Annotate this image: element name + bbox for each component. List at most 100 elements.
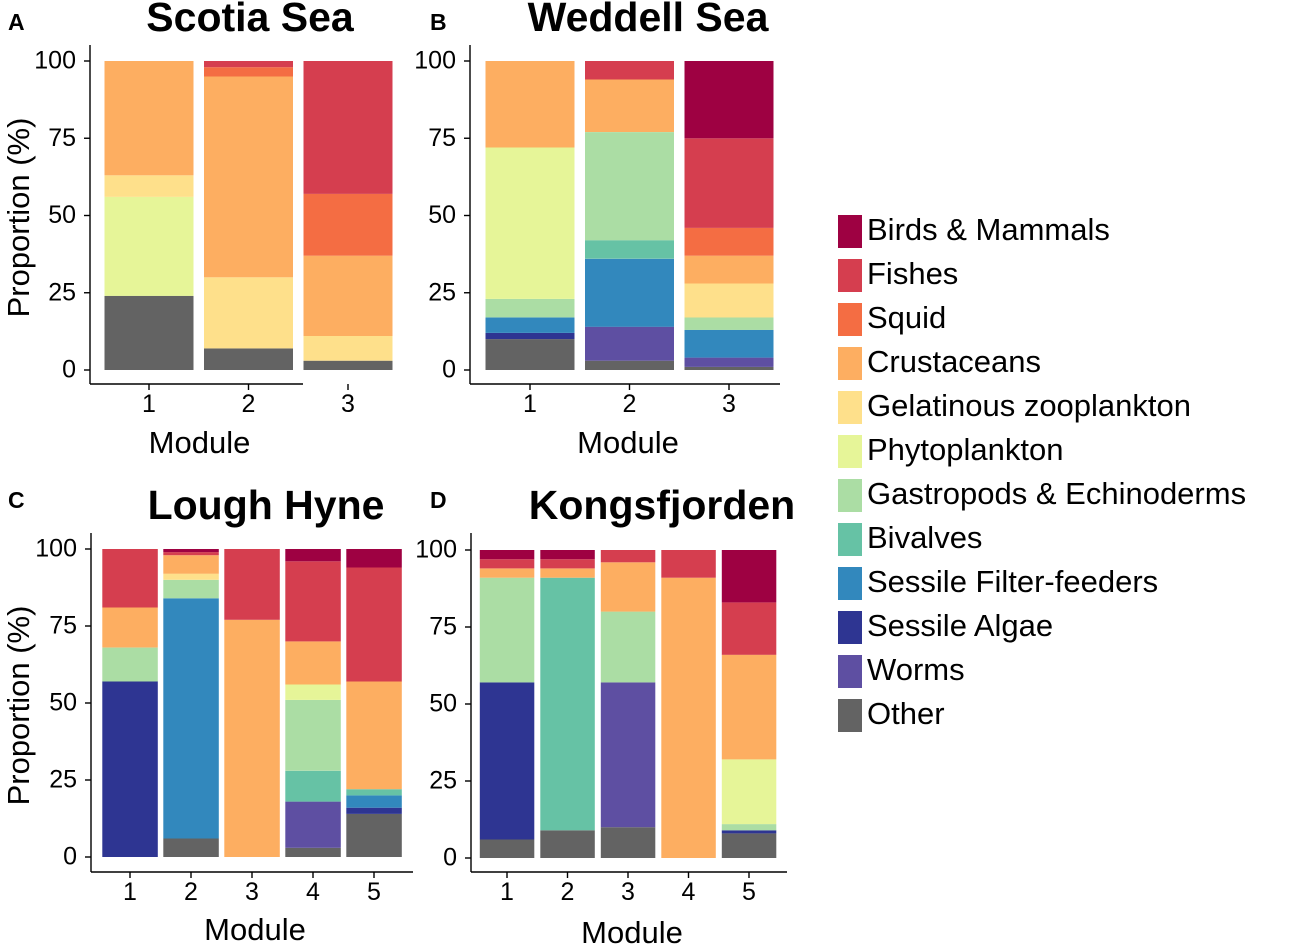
- legend-item-bivalves: Bivalves: [838, 520, 982, 556]
- chart-title: Kongsfjorden: [529, 482, 795, 528]
- bar-segment-gastropods-and-echinoderms-module-2: [163, 579, 219, 599]
- legend-item-birds-and-mammals: Birds & Mammals: [838, 212, 1110, 248]
- y-tick-label: 50: [48, 201, 76, 229]
- bar-segment-worms-module-3: [684, 357, 774, 367]
- legend-item-sessile-filter-feeders: Sessile Filter-feeders: [838, 564, 1158, 600]
- x-tick-label: 2: [184, 878, 198, 906]
- legend-swatch: [838, 655, 862, 688]
- legend: Birds & Mammals Fishes Squid Crustaceans Gel…: [838, 212, 1246, 732]
- x-tick-label: 2: [623, 390, 637, 418]
- bar-segment-fishes-module-3: [224, 549, 280, 620]
- bar-segment-fishes-module-2: [540, 559, 595, 569]
- bar-segment-fishes-module-2: [585, 61, 674, 80]
- bar-segment-other-module-3: [303, 360, 393, 370]
- legend-item-sessile-algae: Sessile Algae: [838, 608, 1053, 644]
- x-tick-label: 2: [561, 878, 575, 906]
- bar-segment-crustaceans-module-5: [346, 681, 402, 790]
- bar-segment-gelatinous-zooplankton-module-3: [684, 283, 774, 318]
- bar-segment-phytoplankton-module-5: [721, 759, 777, 825]
- bar-segment-gastropods-and-echinoderms-module-4: [285, 699, 341, 771]
- x-axis-label: Module: [577, 425, 679, 460]
- legend-label: Gastropods & Echinoderms: [867, 476, 1246, 511]
- bar-segment-other-module-1: [479, 839, 535, 858]
- bar-segment-crustaceans-module-2: [540, 568, 595, 578]
- x-tick-label: 3: [341, 390, 355, 418]
- bar-segment-gelatinous-zooplankton-module-1: [104, 175, 194, 197]
- bar-segment-birds-and-mammals-module-1: [479, 550, 535, 560]
- bar-segment-sessile-filter-feeders-module-3: [684, 329, 774, 358]
- x-tick-label: 1: [123, 878, 137, 906]
- legend-swatch: [838, 611, 862, 644]
- bar-segment-fishes-module-1: [479, 559, 535, 569]
- panel-letter: A: [8, 9, 25, 35]
- bar-segment-fishes-module-3: [684, 138, 774, 228]
- y-tick-label: 75: [48, 124, 76, 152]
- bar-segment-fishes-module-2: [204, 61, 293, 68]
- bar-segment-crustaceans-module-2: [585, 79, 674, 132]
- bar-segment-other-module-5: [346, 813, 402, 857]
- bar-segment-gastropods-and-echinoderms-module-1: [102, 647, 158, 682]
- y-tick-label: 100: [34, 47, 76, 75]
- x-axis-label: Module: [204, 912, 306, 946]
- legend-swatch: [838, 523, 862, 556]
- legend-item-phytoplankton: Phytoplankton: [838, 432, 1063, 468]
- x-tick-label: 4: [682, 878, 696, 906]
- y-axis-label: Proportion (%): [1, 606, 36, 806]
- panel-lough-hyne: C Lough Hyne 0 25 50 75 100 1 2 3 4 5 Module Proporti…: [1, 482, 413, 946]
- y-tick-label: 25: [428, 278, 456, 306]
- bar-segment-birds-and-mammals-module-4: [285, 549, 341, 562]
- bar-segment-gastropods-and-echinoderms-module-3: [684, 317, 774, 330]
- bar-segment-crustaceans-module-1: [102, 607, 158, 648]
- bars: [485, 61, 774, 370]
- bar-segment-crustaceans-module-2: [163, 555, 219, 574]
- legend-label: Birds & Mammals: [867, 212, 1110, 247]
- bar-segment-other-module-1: [104, 295, 194, 370]
- legend-item-worms: Worms: [838, 652, 965, 688]
- x-tick-label: 1: [523, 390, 537, 418]
- panel-letter: D: [430, 487, 447, 513]
- bar-segment-sessile-filter-feeders-module-2: [163, 598, 219, 839]
- legend-item-squid: Squid: [838, 300, 946, 336]
- bar-segment-gastropods-and-echinoderms-module-2: [585, 132, 674, 241]
- bar-segment-sessile-algae-module-1: [102, 681, 158, 857]
- y-tick-label: 0: [63, 843, 77, 871]
- y-tick-label: 100: [415, 536, 457, 564]
- bar-segment-phytoplankton-module-1: [485, 147, 575, 299]
- legend-swatch: [838, 347, 862, 380]
- legend-item-crustaceans: Crustaceans: [838, 344, 1041, 380]
- x-tick-label: 5: [742, 878, 756, 906]
- bar-segment-birds-and-mammals-module-5: [346, 549, 402, 568]
- bar-segment-sessile-filter-feeders-module-5: [346, 795, 402, 808]
- legend-item-gelatinous-zooplankton: Gelatinous zooplankton: [838, 388, 1191, 424]
- x-axis-label: Module: [149, 425, 251, 460]
- bar-segment-crustaceans-module-3: [224, 619, 280, 857]
- panel-letter: C: [8, 487, 25, 513]
- bar-segment-other-module-3: [600, 827, 656, 858]
- y-tick-label: 25: [48, 278, 76, 306]
- bar-segment-fishes-module-5: [721, 602, 777, 655]
- bar-segment-gelatinous-zooplankton-module-3: [303, 336, 393, 361]
- panel-kongsfjorden: D Kongsfjorden 0 25 50 75 100 1 2 3 4 5 Module: [415, 482, 795, 946]
- bar-segment-crustaceans-module-1: [485, 61, 575, 148]
- bars: [479, 550, 777, 858]
- x-tick-label: 3: [621, 878, 635, 906]
- legend-label: Sessile Algae: [867, 608, 1053, 643]
- bar-segment-crustaceans-module-4: [661, 577, 716, 858]
- bar-segment-gelatinous-zooplankton-module-2: [163, 573, 219, 580]
- legend-swatch: [838, 303, 862, 336]
- bar-segment-sessile-algae-module-1: [479, 682, 535, 840]
- chart-title: Scotia Sea: [146, 0, 355, 40]
- bar-segment-fishes-module-5: [346, 567, 402, 682]
- bar-segment-crustaceans-module-4: [285, 641, 341, 685]
- bar-segment-other-module-5: [721, 833, 777, 858]
- bar-segment-birds-and-mammals-module-3: [684, 61, 774, 139]
- bars: [102, 549, 402, 857]
- y-tick-label: 75: [429, 613, 457, 641]
- x-axis-label: Module: [581, 915, 683, 946]
- bar-segment-gastropods-and-echinoderms-module-1: [479, 577, 535, 683]
- legend-label: Crustaceans: [867, 344, 1041, 379]
- bar-segment-other-module-4: [285, 847, 341, 857]
- x-tick-label: 3: [722, 390, 736, 418]
- bar-segment-sessile-algae-module-5: [721, 830, 777, 834]
